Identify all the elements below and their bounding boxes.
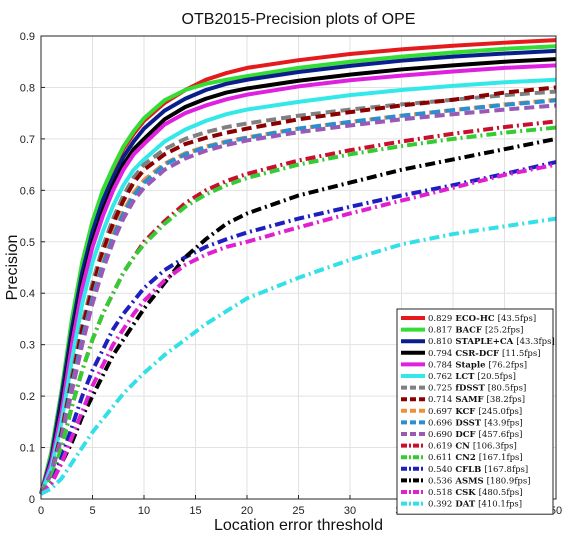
y-tick-label: 0.8 xyxy=(20,82,35,94)
legend-score: 0.611 xyxy=(428,453,452,463)
legend-fps: [43.9fps] xyxy=(484,418,523,428)
legend-entry: 0.725 fDSST [80.5fps] xyxy=(428,384,526,394)
y-tick-label: 0 xyxy=(29,494,35,506)
legend-entry: 0.762 LCT [20.5fps] xyxy=(428,372,516,382)
legend-entry: 0.619 CN [106.3fps] xyxy=(428,442,517,452)
x-tick-label: 5 xyxy=(89,505,95,517)
series-line-csk xyxy=(39,162,557,496)
legend-score: 0.714 xyxy=(428,395,452,405)
legend-score: 0.794 xyxy=(428,349,452,359)
legend-entry: 0.392 DAT [410.1fps] xyxy=(428,500,522,510)
legend-name: CN2 xyxy=(455,453,476,463)
legend-name: DSST xyxy=(455,418,481,428)
legend-score: 0.762 xyxy=(428,372,452,382)
legend-entry: 0.714 SAMF [38.2fps] xyxy=(428,395,525,405)
legend-name: DCF xyxy=(455,430,475,440)
x-tick-label: 15 xyxy=(189,505,201,517)
legend-fps: [106.3fps] xyxy=(473,442,517,452)
y-tick-label: 0.7 xyxy=(20,134,35,146)
series-line-staple xyxy=(39,63,557,495)
legend-fps: [410.1fps] xyxy=(478,500,522,510)
x-tick-label: 0 xyxy=(38,505,44,517)
legend-fps: [25.2fps] xyxy=(485,326,524,336)
x-axis-label: Location error threshold xyxy=(214,517,383,534)
legend-score: 0.696 xyxy=(428,418,452,428)
legend-fps: [180.9fps] xyxy=(487,476,531,486)
legend-score: 0.817 xyxy=(428,326,452,336)
legend-name: DAT xyxy=(455,500,476,510)
legend-fps: [245.0fps] xyxy=(478,407,522,417)
series-lines xyxy=(39,38,557,496)
legend-score: 0.690 xyxy=(428,430,452,440)
series-line-cflb xyxy=(39,160,557,496)
x-tick-label: 30 xyxy=(344,505,356,517)
legend-name: CSK xyxy=(455,488,476,498)
legend-score: 0.829 xyxy=(428,314,452,324)
y-tick-label: 0.6 xyxy=(20,185,35,197)
y-tick-label: 0.2 xyxy=(20,391,35,403)
series-line-dcf xyxy=(39,103,557,495)
legend-entry: 0.611 CN2 [167.1fps] xyxy=(428,453,523,463)
legend-entry: 0.540 CFLB [167.8fps] xyxy=(428,465,528,475)
legend-name: LCT xyxy=(455,372,475,382)
legend-fps: [43.5fps] xyxy=(498,314,537,324)
series-line-lct xyxy=(39,77,557,495)
legend-fps: [20.5fps] xyxy=(477,372,516,382)
x-tick-label: 20 xyxy=(241,505,253,517)
legend-fps: [11.5fps] xyxy=(502,349,541,359)
legend-fps: [43.3fps] xyxy=(516,337,555,347)
legend-name: fDSST xyxy=(455,384,485,394)
y-axis-label: Precision xyxy=(4,235,21,301)
series-line-dat xyxy=(40,216,557,496)
y-tick-label: 0.4 xyxy=(20,288,35,300)
legend-score: 0.392 xyxy=(428,500,452,510)
legend-name: ASMS xyxy=(454,476,483,486)
legend-name: CSR-DCF xyxy=(455,349,499,359)
x-tick-label: 25 xyxy=(292,505,304,517)
legend-fps: [76.2fps] xyxy=(489,360,528,370)
legend-entry: 0.536 ASMS [180.9fps] xyxy=(428,476,531,486)
legend-entry: 0.697 KCF [245.0fps] xyxy=(428,407,522,417)
chart-title: OTB2015-Precision plots of OPE xyxy=(182,11,416,28)
legend-name: CFLB xyxy=(455,465,481,475)
legend-entry: 0.690 DCF [457.6fps] xyxy=(428,430,522,440)
y-tick-label: 0.3 xyxy=(20,340,35,352)
legend-entry: 0.817 BACF [25.2fps] xyxy=(428,326,523,336)
legend-fps: [480.5fps] xyxy=(479,488,523,498)
legend-name: STAPLE+CA xyxy=(455,337,513,347)
legend-fps: [167.8fps] xyxy=(484,465,528,475)
legend-fps: [167.1fps] xyxy=(479,453,523,463)
y-tick-label: 0.1 xyxy=(20,443,35,455)
legend-entry: 0.696 DSST [43.9fps] xyxy=(428,418,523,428)
legend-entry: 0.794 CSR-DCF [11.5fps] xyxy=(428,349,541,359)
legend-score: 0.518 xyxy=(428,488,452,498)
legend-name: CN xyxy=(455,442,470,452)
legend-name: ECO-HC xyxy=(455,314,495,324)
legend-score: 0.540 xyxy=(428,465,452,475)
legend-fps: [38.2fps] xyxy=(487,395,526,405)
legend-name: Staple xyxy=(455,360,486,370)
legend-name: SAMF xyxy=(455,395,483,405)
legend-score: 0.536 xyxy=(428,476,452,486)
legend-score: 0.810 xyxy=(428,337,452,347)
y-tick-label: 0.9 xyxy=(20,31,35,43)
legend-score: 0.725 xyxy=(428,384,452,394)
legend-entry: 0.810 STAPLE+CA [43.3fps] xyxy=(428,337,555,347)
series-line-cn2 xyxy=(39,125,557,495)
legend-name: KCF xyxy=(455,407,475,417)
x-tick-label: 10 xyxy=(138,505,150,517)
legend-name: BACF xyxy=(455,326,482,336)
legend-fps: [80.5fps] xyxy=(488,384,527,394)
legend-fps: [457.6fps] xyxy=(479,430,523,440)
legend-score: 0.697 xyxy=(428,407,452,417)
legend-score: 0.784 xyxy=(428,360,452,370)
legend-entry: 0.829 ECO-HC [43.5fps] xyxy=(428,314,536,324)
legend: 0.829 ECO-HC [43.5fps]0.817 BACF [25.2fps]0.… xyxy=(396,308,555,515)
legend-entry: 0.518 CSK [480.5fps] xyxy=(428,488,523,498)
y-tick-label: 0.5 xyxy=(20,237,35,249)
legend-score: 0.619 xyxy=(428,442,452,452)
legend-entry: 0.784 Staple [76.2fps] xyxy=(428,360,527,370)
